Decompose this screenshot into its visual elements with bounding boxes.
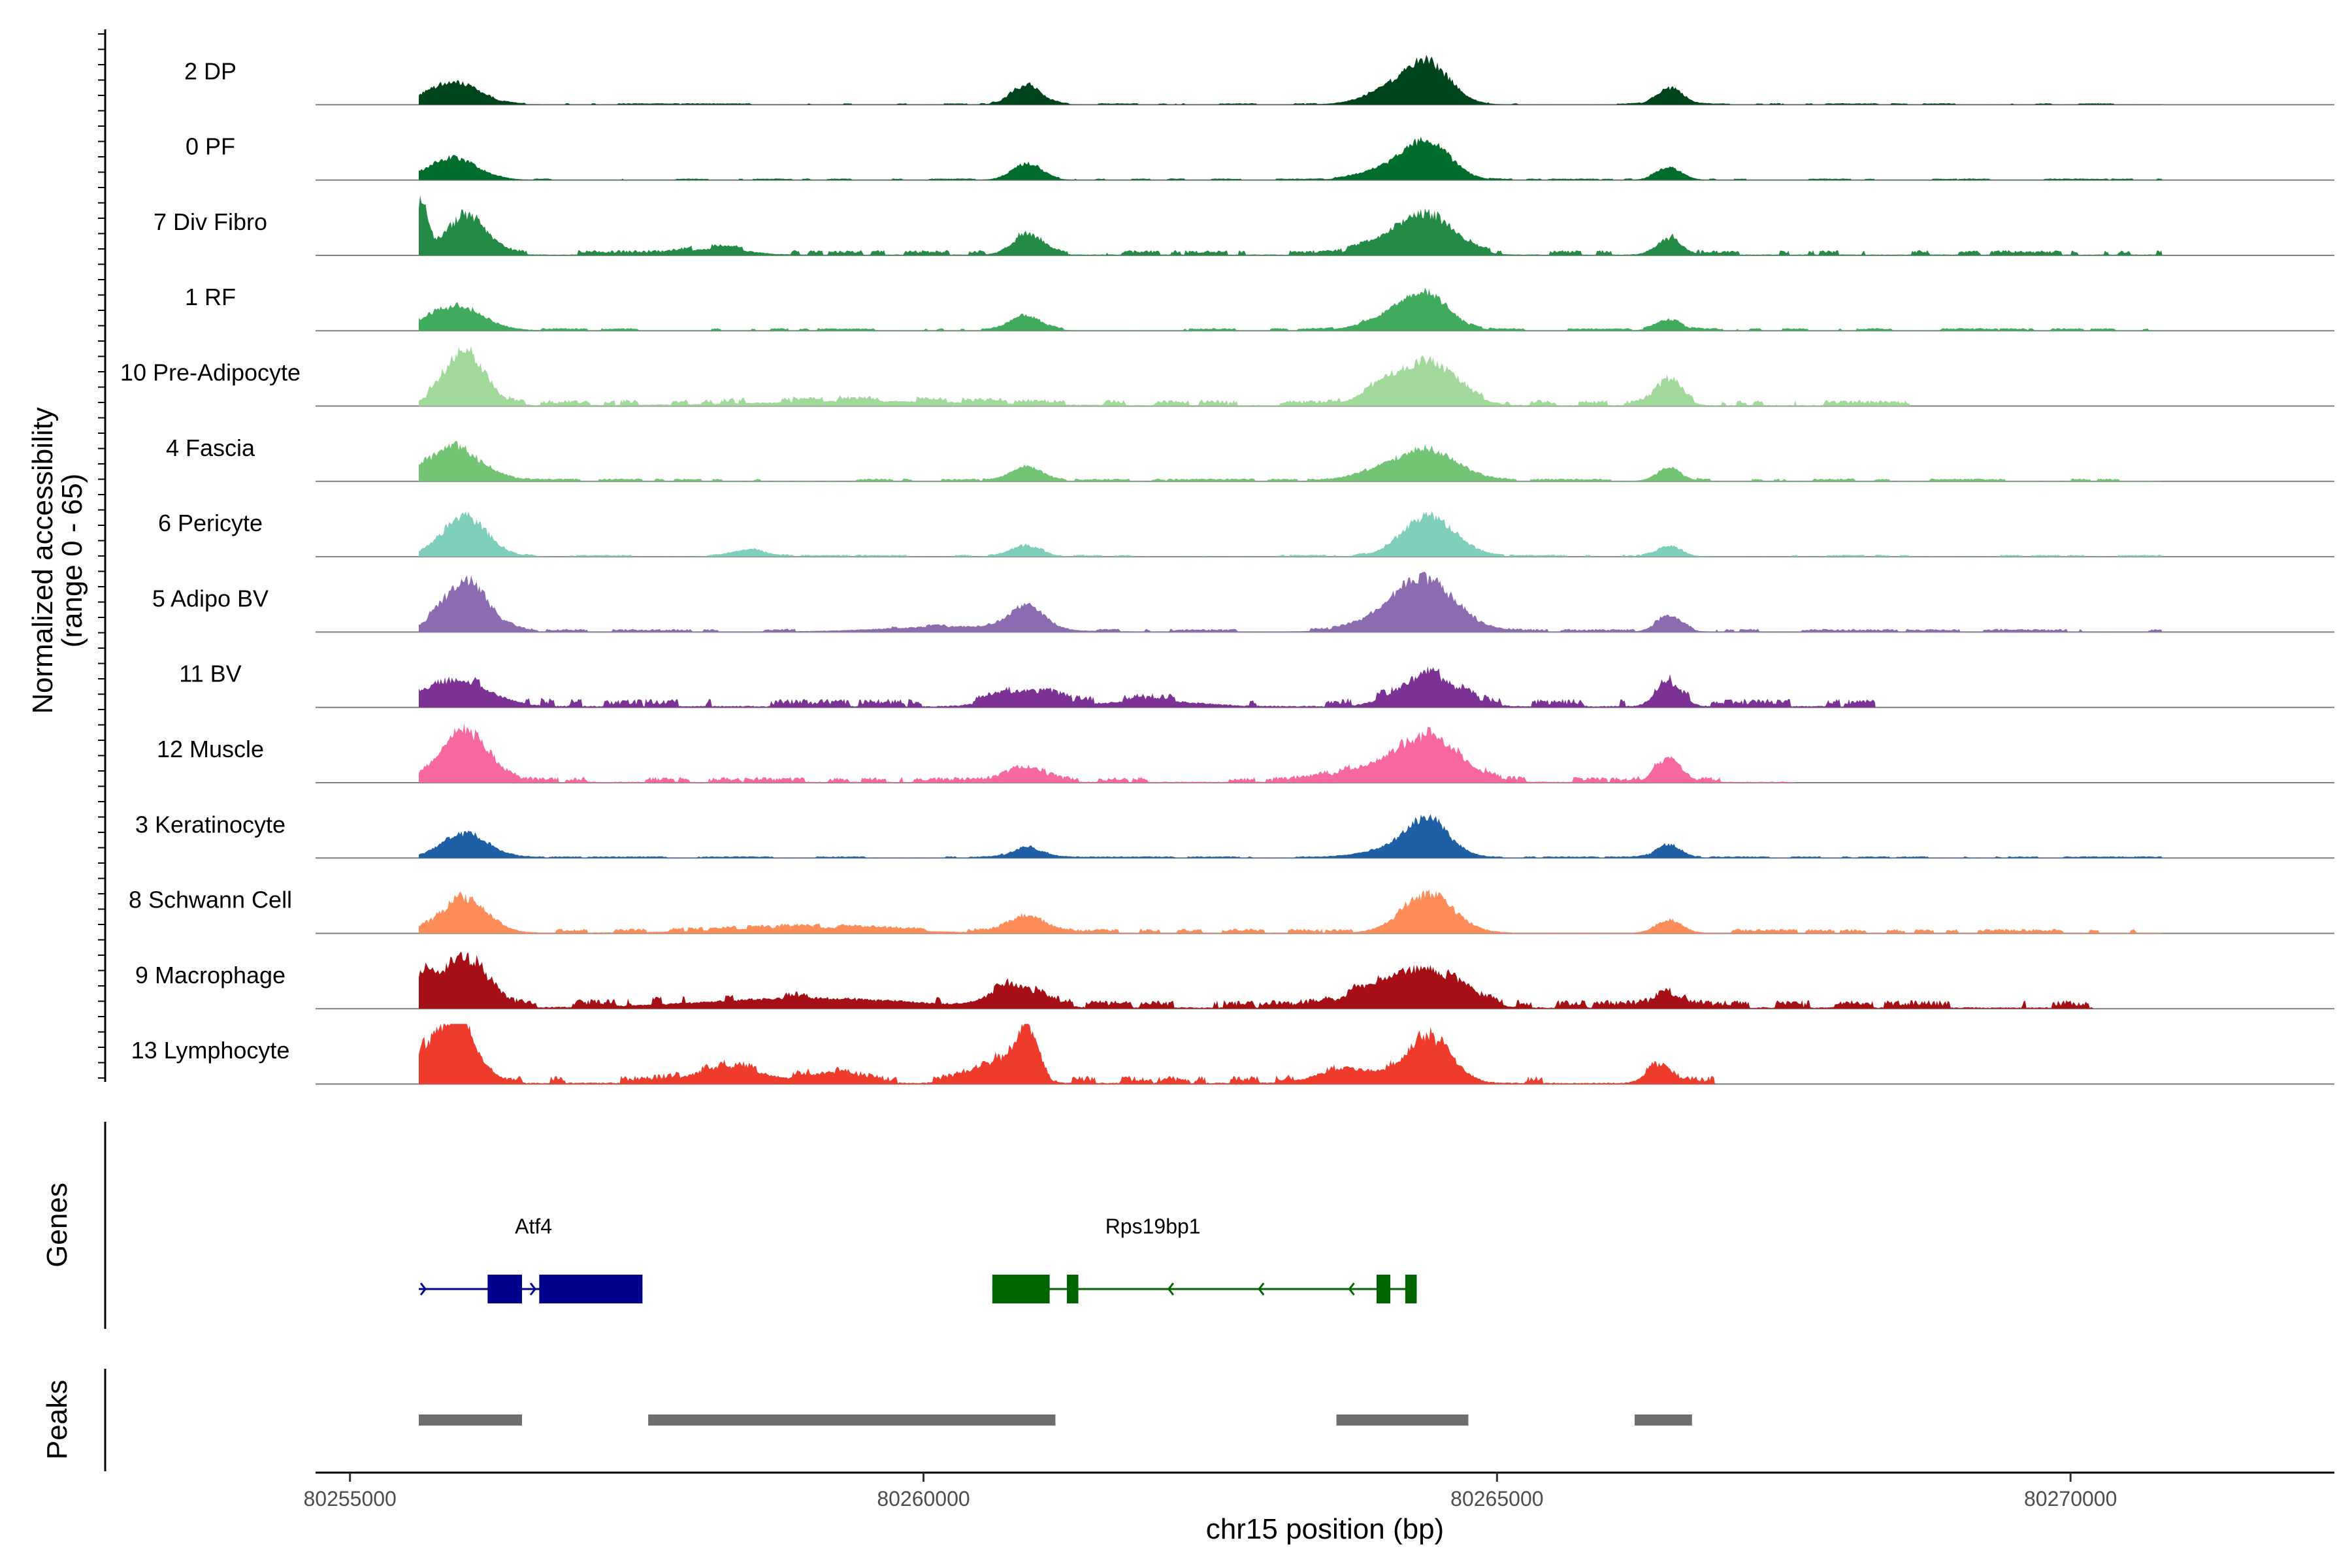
track-label: 10 Pre-Adipocyte	[120, 359, 301, 386]
track-4-fascia	[316, 440, 2334, 482]
peaks-panel	[419, 1414, 1692, 1426]
gene-label: Atf4	[515, 1215, 552, 1238]
strand-arrow	[1167, 1282, 1175, 1296]
y-axis-title-line2: (range 0 - 65)	[56, 474, 88, 648]
track-12-muscle	[316, 723, 2334, 783]
track-13-lymphocyte	[316, 1024, 2334, 1085]
track-3-keratinocyte	[316, 814, 2334, 859]
track-label: 12 Muscle	[157, 736, 264, 762]
coverage-tracks	[316, 54, 2334, 1085]
track-label: 7 Div Fibro	[154, 208, 267, 235]
genes-panel-label: Genes	[41, 1183, 73, 1267]
track-label: 0 PF	[186, 133, 235, 160]
coverage-area	[419, 440, 2163, 482]
track-1-rf	[316, 287, 2334, 332]
coverage-area	[419, 951, 2094, 1009]
track-2-dp	[316, 54, 2334, 106]
peaks-panel-label: Peaks	[41, 1380, 73, 1460]
peak-region	[1336, 1414, 1469, 1426]
track-8-schwann-cell	[316, 889, 2334, 934]
axes: 80255000 80260000 80265000 80270000	[98, 29, 2334, 1511]
x-tick-label: 80255000	[303, 1487, 396, 1511]
track-label: 3 Keratinocyte	[135, 811, 286, 838]
track-label: 1 RF	[185, 284, 236, 310]
coverage-area	[419, 889, 2163, 934]
track-0-pf	[316, 137, 2334, 181]
coverage-area	[419, 723, 1795, 783]
peak-region	[419, 1414, 523, 1426]
gene-atf4: Atf4	[419, 1215, 643, 1303]
gene-exon	[487, 1275, 523, 1303]
strand-arrow	[1258, 1282, 1265, 1296]
x-tick-label: 80260000	[877, 1487, 970, 1511]
track-6-pericyte	[316, 511, 2334, 558]
gene-annotation-panel: Atf4 Rps19bp1	[419, 1215, 1417, 1303]
track-11-bv	[316, 666, 2334, 708]
gene-exon	[992, 1275, 1050, 1303]
peak-region	[648, 1414, 1056, 1426]
track-label: 4 Fascia	[166, 434, 255, 461]
y-axis-title-line1: Normalized accessibility	[27, 407, 59, 713]
coverage-area	[419, 137, 2163, 180]
gene-exon	[1405, 1275, 1417, 1303]
coverage-area	[419, 287, 2163, 331]
peak-region	[1635, 1414, 1692, 1426]
track-label: 5 Adipo BV	[152, 585, 269, 612]
coverage-area	[419, 1024, 1715, 1085]
coverage-area	[419, 511, 2163, 557]
x-axis-ticks: 80255000 80260000 80265000 80270000	[303, 1473, 2117, 1511]
gene-exon	[539, 1275, 643, 1303]
coverage-area	[419, 54, 2163, 105]
strand-arrow	[1348, 1282, 1355, 1296]
track-label: 9 Macrophage	[135, 962, 286, 988]
gene-label: Rps19bp1	[1105, 1215, 1201, 1238]
coverage-area	[419, 346, 1910, 406]
strand-arrow	[419, 1282, 427, 1296]
x-axis-title: chr15 position (bp)	[1206, 1513, 1444, 1545]
track-label: 2 DP	[184, 57, 237, 84]
strand-arrow	[529, 1282, 536, 1296]
y-axis-ticks	[98, 33, 105, 1079]
gene-exon	[1066, 1275, 1079, 1303]
track-label: 13 Lymphocyte	[131, 1037, 290, 1064]
coverage-area	[419, 572, 2163, 632]
coverage-area	[419, 814, 2163, 858]
track-label: 11 BV	[179, 661, 241, 687]
track-5-adipo-bv	[316, 572, 2334, 633]
coverage-area	[419, 666, 1876, 708]
track-label: 8 Schwann Cell	[129, 887, 292, 913]
track-10-pre-adipocyte	[316, 346, 2334, 407]
gene-exon	[1377, 1275, 1391, 1303]
track-label: 6 Pericyte	[158, 510, 263, 536]
track-labels: 2 DP 0 PF 7 Div Fibro 1 RF 10 Pre-Adipocyte 4…	[120, 57, 301, 1064]
x-tick-label: 80265000	[1450, 1487, 1543, 1511]
coverage-area	[419, 195, 2163, 255]
x-tick-label: 80270000	[2024, 1487, 2117, 1511]
track-9-macrophage	[316, 951, 2334, 1009]
gene-rps19bp1: Rps19bp1	[992, 1215, 1417, 1303]
track-7-div-fibro	[316, 195, 2334, 256]
